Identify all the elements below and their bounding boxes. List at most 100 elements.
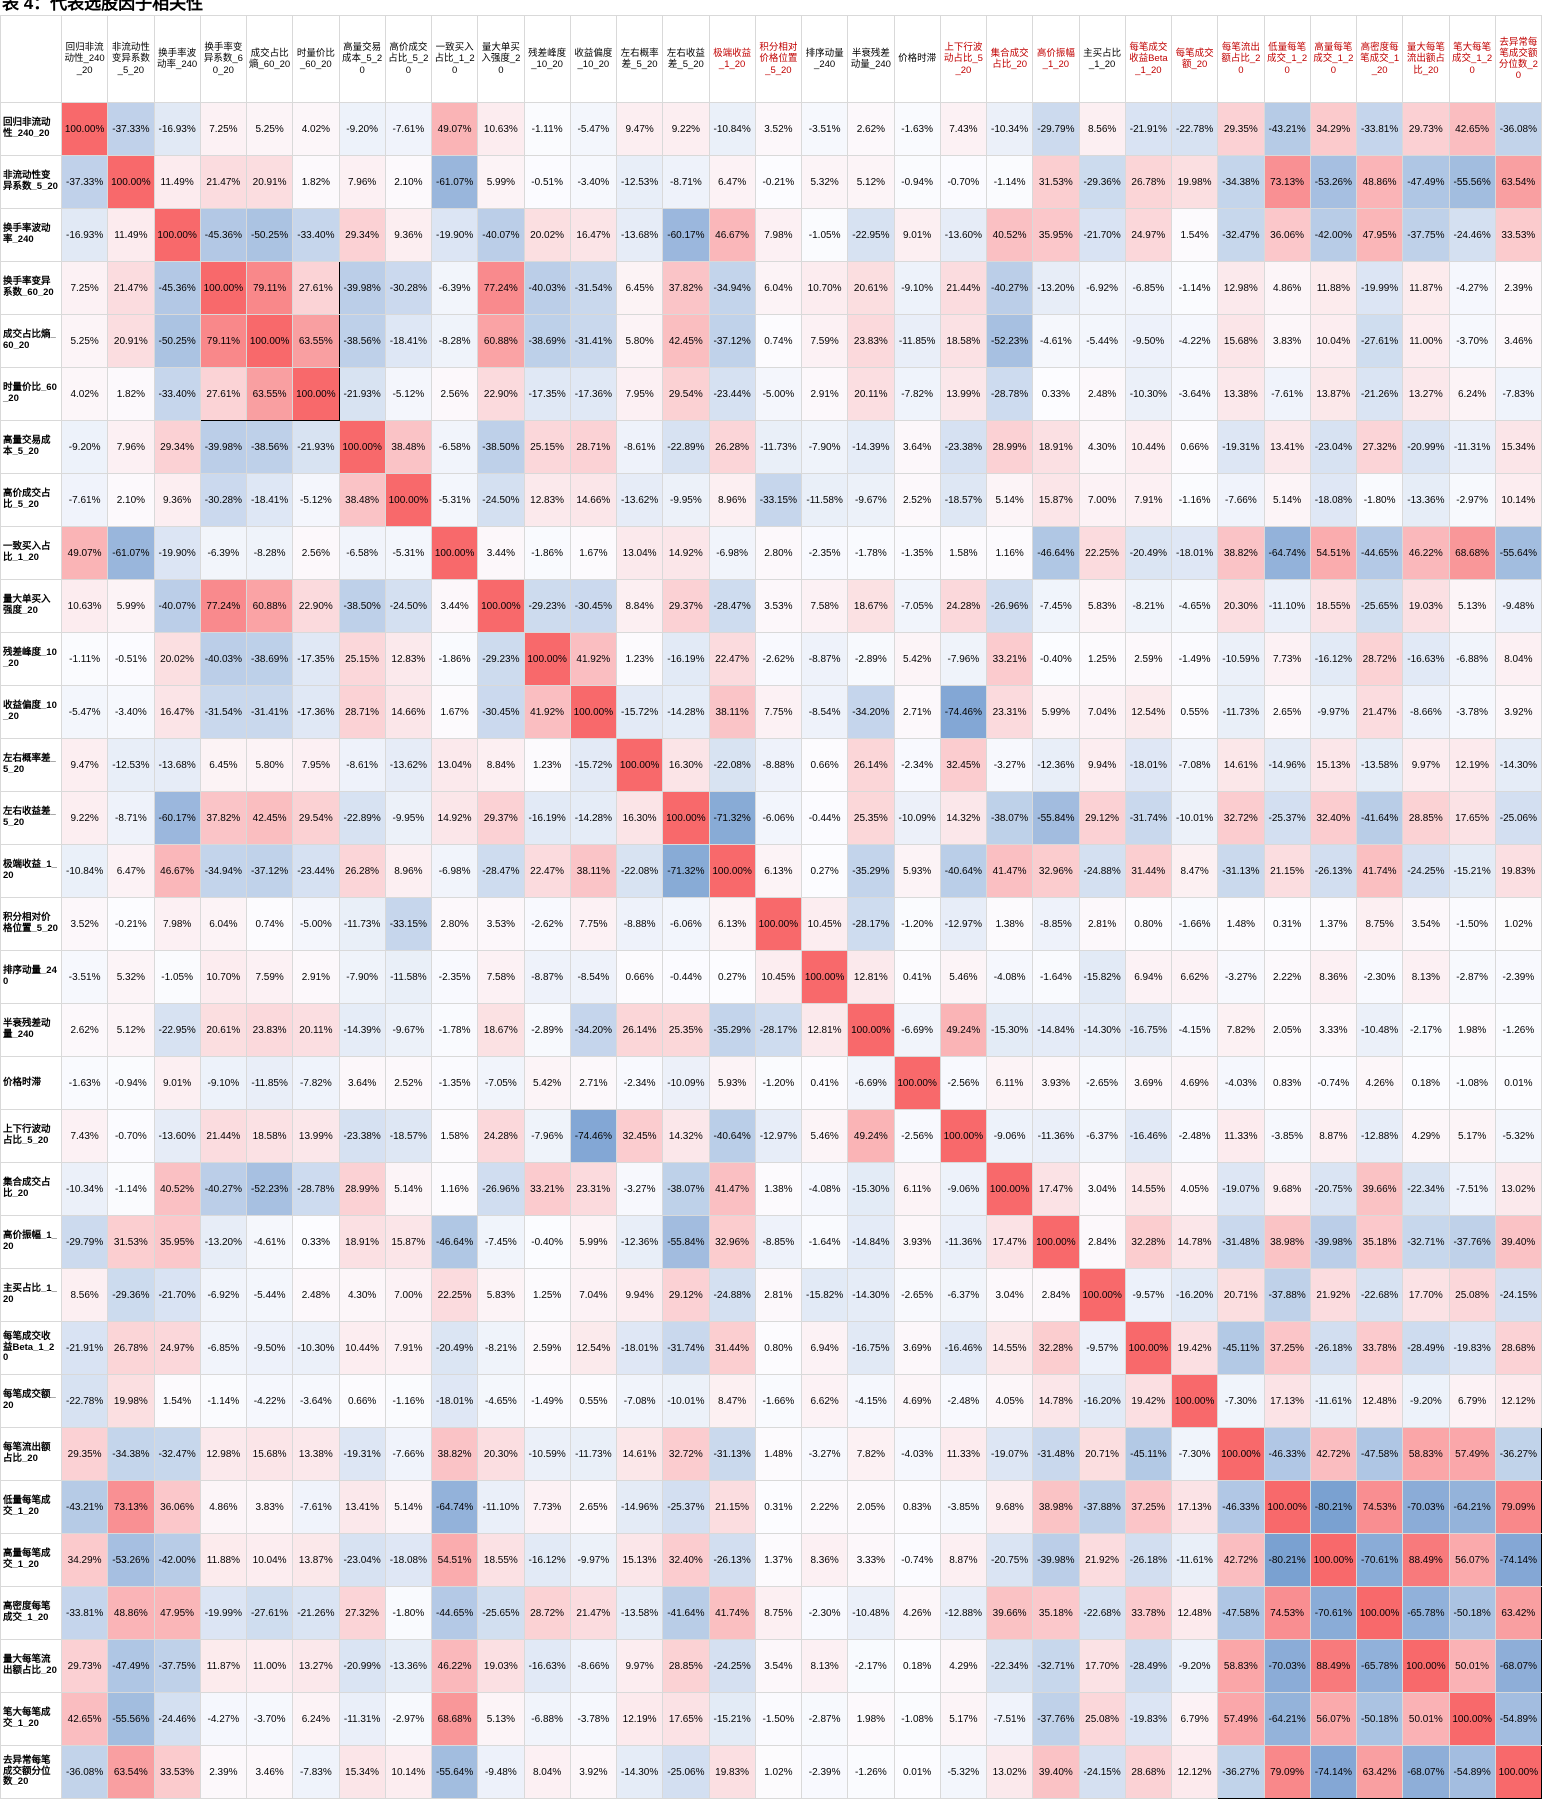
- row-header: 高价成交占比_5_20: [0, 473, 62, 527]
- matrix-cell: -54.89%: [1448, 1745, 1496, 1799]
- matrix-cell: -21.26%: [292, 1586, 340, 1640]
- matrix-cell: 10.14%: [1494, 473, 1542, 527]
- matrix-cell: -40.27%: [985, 261, 1034, 315]
- matrix-cell: -11.36%: [939, 1215, 988, 1269]
- matrix-cell: -0.51%: [523, 155, 571, 209]
- matrix-cell: 3.83%: [245, 1480, 294, 1534]
- matrix-cell: 4.30%: [1078, 420, 1126, 474]
- matrix-cell: 74.53%: [1263, 1586, 1311, 1640]
- matrix-cell: -31.48%: [1032, 1427, 1080, 1481]
- matrix-cell: -9.67%: [847, 473, 895, 527]
- matrix-cell: 68.68%: [1448, 526, 1496, 580]
- matrix-cell: 3.33%: [847, 1533, 895, 1587]
- matrix-cell: -18.01%: [615, 1321, 664, 1375]
- matrix-cell: 6.94%: [800, 1321, 849, 1375]
- matrix-cell: 15.68%: [245, 1427, 294, 1481]
- matrix-row: 每笔流出额占比_20 29.35% -34.38% -32.47% 12.98% 15.6…: [0, 1427, 1542, 1481]
- row-header: 主买占比_1_20: [0, 1268, 62, 1322]
- matrix-cell: 17.47%: [1032, 1162, 1080, 1216]
- matrix-cell: -28.17%: [754, 1003, 803, 1057]
- matrix-cell: -6.85%: [1124, 261, 1173, 315]
- matrix-cell: -55.84%: [1032, 791, 1080, 845]
- matrix-cell: 7.25%: [199, 102, 248, 156]
- matrix-cell: -24.25%: [708, 1639, 756, 1693]
- row-header: 左右概率差_5_20: [0, 738, 62, 792]
- matrix-cell: -6.69%: [847, 1056, 895, 1110]
- matrix-cell: 74.53%: [1355, 1480, 1404, 1534]
- matrix-cell: 12.48%: [1355, 1374, 1404, 1428]
- matrix-cell: 42.45%: [245, 791, 294, 845]
- matrix-cell: 24.97%: [1124, 208, 1173, 262]
- matrix-cell: 14.61%: [1217, 738, 1265, 792]
- matrix-cell: 2.22%: [1263, 950, 1311, 1004]
- matrix-cell: 1.67%: [569, 526, 618, 580]
- matrix-cell: -17.35%: [292, 632, 340, 686]
- matrix-cell: -37.76%: [1448, 1215, 1496, 1269]
- matrix-cell: 6.24%: [1448, 367, 1496, 421]
- matrix-cell: 41.92%: [523, 685, 571, 739]
- matrix-cell: 7.95%: [615, 367, 664, 421]
- matrix-cell: -1.05%: [153, 950, 201, 1004]
- matrix-cell: 36.06%: [153, 1480, 201, 1534]
- matrix-cell: 11.33%: [939, 1427, 988, 1481]
- matrix-cell: -27.61%: [1355, 314, 1404, 368]
- matrix-cell: -11.85%: [893, 314, 941, 368]
- matrix-cell: 7.96%: [107, 420, 155, 474]
- matrix-cell: 2.56%: [430, 367, 479, 421]
- matrix-cell: 28.72%: [523, 1586, 571, 1640]
- row-header: 排序动量_240: [0, 950, 62, 1004]
- matrix-cell: 79.09%: [1494, 1480, 1542, 1534]
- matrix-cell: -2.56%: [893, 1109, 941, 1163]
- matrix-cell: 32.72%: [662, 1427, 710, 1481]
- matrix-cell: 24.28%: [477, 1109, 525, 1163]
- matrix-cell: -9.06%: [985, 1109, 1034, 1163]
- matrix-cell: -1.49%: [1170, 632, 1219, 686]
- matrix-cell: -31.13%: [1217, 844, 1265, 898]
- matrix-cell: -2.48%: [939, 1374, 988, 1428]
- matrix-cell: 21.44%: [199, 1109, 248, 1163]
- matrix-cell: -18.41%: [384, 314, 433, 368]
- matrix-cell: -26.13%: [1309, 844, 1358, 898]
- matrix-cell: -39.98%: [1309, 1215, 1358, 1269]
- matrix-cell: -16.12%: [523, 1533, 571, 1587]
- matrix-cell: -22.08%: [708, 738, 756, 792]
- matrix-cell: 32.72%: [1217, 791, 1265, 845]
- matrix-cell: 10.45%: [800, 897, 849, 951]
- matrix-cell: 0.80%: [754, 1321, 803, 1375]
- matrix-cell: 63.42%: [1494, 1586, 1542, 1640]
- matrix-cell: 42.45%: [662, 314, 710, 368]
- matrix-cell: 38.98%: [1032, 1480, 1080, 1534]
- matrix-cell: 56.07%: [1448, 1533, 1496, 1587]
- matrix-cell: -35.29%: [847, 844, 895, 898]
- matrix-cell: 2.80%: [754, 526, 803, 580]
- matrix-cell: -24.50%: [384, 579, 433, 633]
- matrix-cell: 1.58%: [430, 1109, 479, 1163]
- matrix-cell: -19.99%: [199, 1586, 248, 1640]
- matrix-cell: -7.45%: [477, 1215, 525, 1269]
- matrix-cell: -47.58%: [1217, 1586, 1265, 1640]
- matrix-cell: 4.26%: [893, 1586, 941, 1640]
- matrix-cell: -28.78%: [292, 1162, 340, 1216]
- matrix-cell: 27.32%: [1355, 420, 1404, 474]
- matrix-cell: -17.36%: [292, 685, 340, 739]
- matrix-cell: 1.38%: [985, 897, 1034, 951]
- matrix-cell: -31.74%: [662, 1321, 710, 1375]
- col-header: 残差峰度_10_20: [523, 15, 571, 103]
- matrix-cell: 15.68%: [1217, 314, 1265, 368]
- matrix-cell: -9.97%: [569, 1533, 618, 1587]
- matrix-cell: 3.69%: [893, 1321, 941, 1375]
- matrix-cell: -5.47%: [60, 685, 109, 739]
- matrix-cell: -3.27%: [1217, 950, 1265, 1004]
- matrix-cell: -37.33%: [60, 155, 109, 209]
- matrix-cell: 31.44%: [1124, 844, 1173, 898]
- matrix-cell: -8.21%: [1124, 579, 1173, 633]
- matrix-cell: -53.26%: [107, 1533, 155, 1587]
- matrix-cell: 3.33%: [1309, 1003, 1358, 1057]
- matrix-cell: -30.45%: [569, 579, 618, 633]
- matrix-cell: 42.72%: [1309, 1427, 1358, 1481]
- matrix-cell: -8.66%: [1402, 685, 1450, 739]
- matrix-cell: 100.00%: [1124, 1321, 1173, 1375]
- matrix-cell: 3.44%: [430, 579, 479, 633]
- matrix-cell: -40.64%: [939, 844, 988, 898]
- matrix-cell: 57.49%: [1217, 1692, 1265, 1746]
